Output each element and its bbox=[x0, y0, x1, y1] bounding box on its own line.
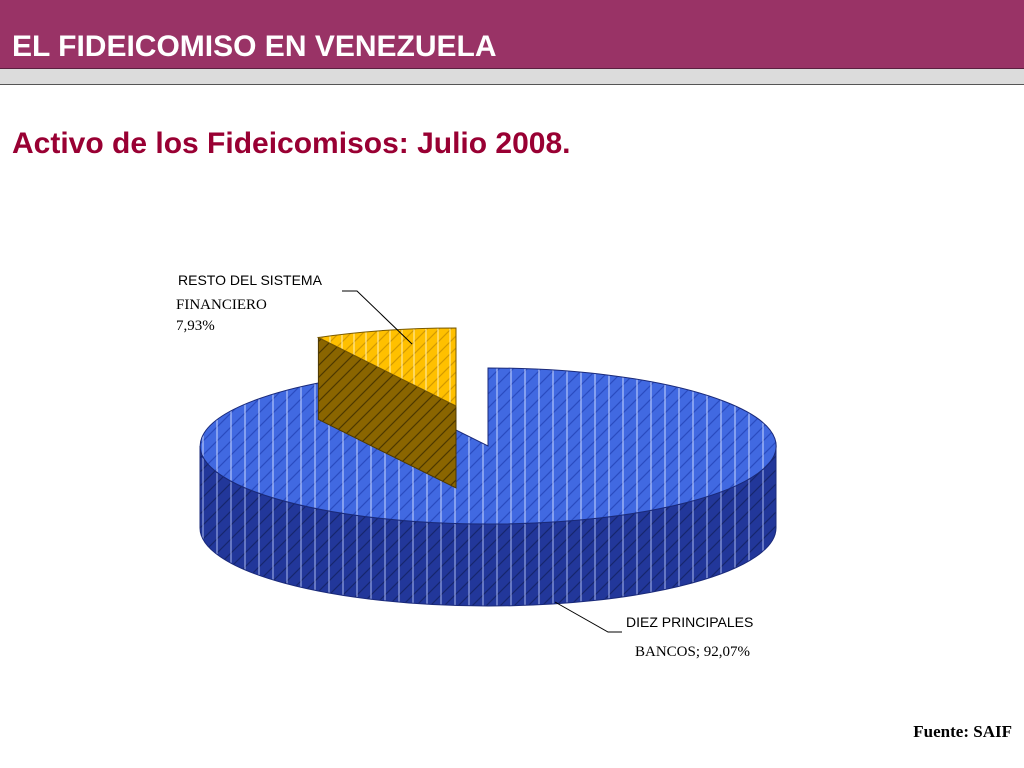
slice-bancos bbox=[199, 367, 777, 525]
leader-line-resto bbox=[342, 290, 413, 345]
label-bancos-line1: DIEZ PRINCIPALES bbox=[626, 614, 753, 630]
label-resto-line2: FINANCIERO bbox=[176, 297, 267, 313]
header-band bbox=[0, 0, 1024, 69]
label-bancos-line2: BANCOS; 92,07% bbox=[635, 644, 750, 660]
leader-line-bancos bbox=[554, 601, 622, 633]
slice-resto bbox=[316, 327, 457, 407]
header-divider bbox=[0, 69, 1024, 85]
source-note: Fuente: SAIF bbox=[913, 722, 1012, 741]
chart-subtitle: Activo de los Fideicomisos: Julio 2008. bbox=[12, 127, 571, 160]
label-resto-line3: 7,93% bbox=[176, 318, 215, 334]
page-title: EL FIDEICOMISO EN VENEZUELA bbox=[12, 30, 497, 63]
label-resto-line1: RESTO DEL SISTEMA bbox=[178, 272, 323, 288]
